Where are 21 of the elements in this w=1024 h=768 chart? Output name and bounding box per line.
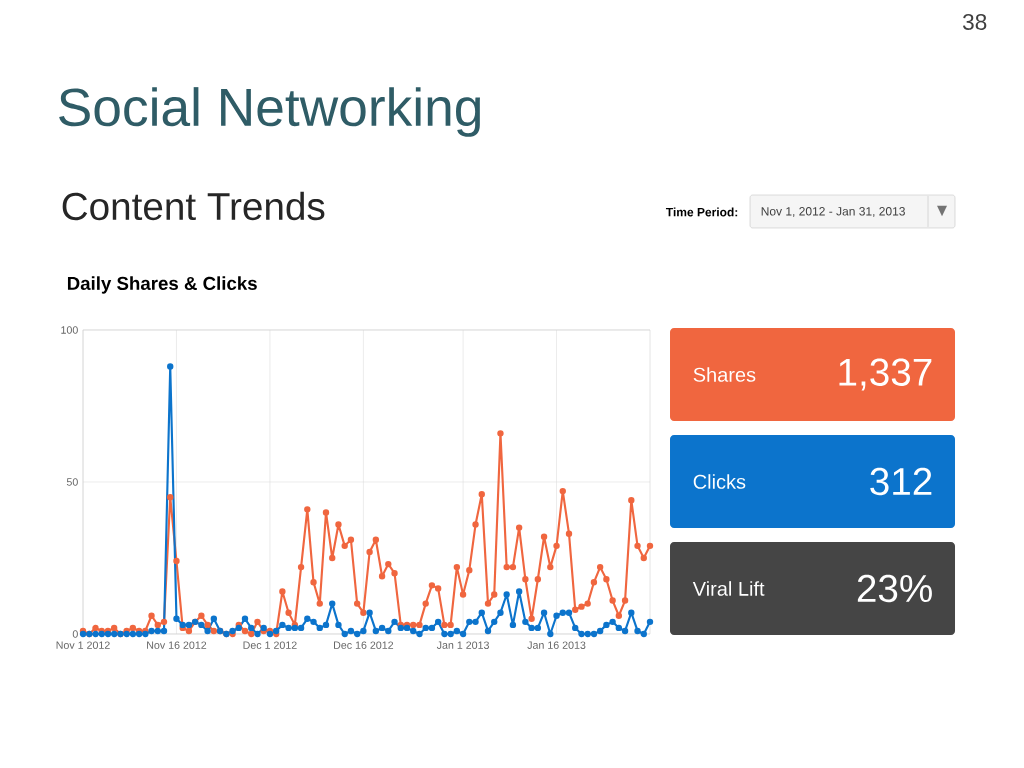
text: Time Period: bbox=[665, 207, 738, 217]
y-tick-label: 0 bbox=[72, 630, 78, 638]
text: Social Networking bbox=[59, 87, 480, 137]
y-tick-label: 100 bbox=[61, 326, 78, 334]
text: 23% bbox=[857, 574, 932, 603]
text: 1,337 bbox=[839, 358, 932, 391]
chart-title: Daily Shares & Clicks bbox=[67, 276, 257, 294]
x-tick-label: Jan 1 2013 bbox=[436, 641, 489, 649]
text: Nov 1, 2012 - Jan 31, 2013 bbox=[761, 207, 905, 217]
text: Viral Lift bbox=[692, 581, 765, 596]
text: Clicks bbox=[693, 474, 746, 489]
y-tick-label: 50 bbox=[66, 478, 78, 486]
x-tick-label: Jan 16 2013 bbox=[527, 641, 586, 649]
text: Shares bbox=[693, 367, 756, 382]
x-tick-label: Nov 16 2012 bbox=[147, 641, 207, 649]
x-tick-label: Dec 1 2012 bbox=[243, 641, 297, 649]
text: 312 bbox=[870, 467, 932, 496]
text: Content Trends bbox=[62, 191, 325, 221]
text: 38 bbox=[962, 13, 987, 31]
x-tick-label: Nov 1 2012 bbox=[56, 641, 110, 649]
x-tick-label: Dec 16 2012 bbox=[334, 641, 394, 649]
